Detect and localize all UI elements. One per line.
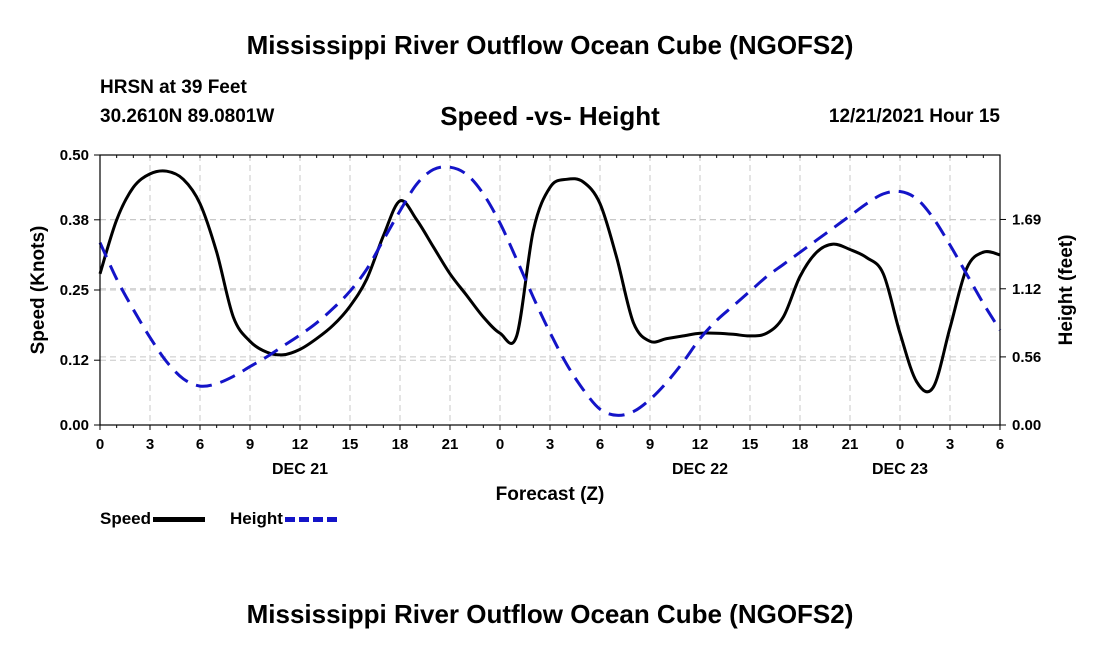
y-tick-label: 0.38 bbox=[60, 212, 89, 229]
y2-axis-title: Height (feet) bbox=[1056, 235, 1077, 346]
main-title: Mississippi River Outflow Ocean Cube (NG… bbox=[246, 30, 854, 60]
ticks: 0 3 6 9 12 15 18 21 0 3 6 9 12 15 18 21 0 3 6 DEC 21 DEC 22 D… bbox=[60, 147, 1041, 478]
chart-subtitle: Speed -vs- Height bbox=[440, 101, 660, 131]
x-tick-label: 6 bbox=[596, 436, 604, 453]
x-tick-label: 0 bbox=[496, 436, 504, 453]
y-axis-title: Speed (Knots) bbox=[28, 226, 49, 355]
x-date-label: DEC 22 bbox=[672, 461, 728, 478]
height-series-line bbox=[98, 165, 1002, 417]
y2-tick-label: 1.69 bbox=[1012, 211, 1041, 228]
x-tick-label: 15 bbox=[342, 436, 359, 453]
x-tick-label: 3 bbox=[546, 436, 554, 453]
x-tick-label: 12 bbox=[692, 436, 709, 453]
y-tick-label: 0.00 bbox=[60, 417, 89, 434]
x-tick-label: 6 bbox=[196, 436, 204, 453]
x-date-label: DEC 21 bbox=[272, 461, 328, 478]
x-axis-title: Forecast (Z) bbox=[496, 484, 605, 505]
station-coordinates: 30.2610N 89.0801W bbox=[100, 106, 275, 127]
x-tick-label: 18 bbox=[792, 436, 809, 453]
x-tick-label: 15 bbox=[742, 436, 759, 453]
x-tick-label: 0 bbox=[96, 436, 104, 453]
y2-tick-label: 0.00 bbox=[1012, 417, 1041, 434]
y-tick-label: 0.50 bbox=[60, 147, 89, 164]
speed-series-line bbox=[98, 169, 1001, 394]
forecast-datetime: 12/21/2021 Hour 15 bbox=[828, 106, 1000, 127]
x-tick-label: 9 bbox=[646, 436, 654, 453]
x-tick-label: 21 bbox=[442, 436, 459, 453]
legend-height-label: Height bbox=[230, 509, 283, 528]
x-date-label: DEC 23 bbox=[872, 461, 928, 478]
x-tick-label: 3 bbox=[146, 436, 154, 453]
y2-tick-label: 1.12 bbox=[1012, 281, 1041, 298]
x-tick-label: 18 bbox=[392, 436, 409, 453]
grid bbox=[100, 155, 1000, 425]
station-label: HRSN at 39 Feet bbox=[100, 77, 247, 98]
x-tick-label: 21 bbox=[842, 436, 859, 453]
legend-speed: Speed bbox=[100, 509, 206, 529]
x-tick-label: 3 bbox=[946, 436, 954, 453]
x-tick-label: 0 bbox=[896, 436, 904, 453]
y-tick-label: 0.25 bbox=[60, 282, 89, 299]
legend-height: Height bbox=[230, 509, 337, 529]
legend-height-swatch bbox=[284, 516, 337, 522]
legend-speed-swatch bbox=[153, 516, 206, 522]
repeat-title: Mississippi River Outflow Ocean Cube (NG… bbox=[246, 599, 854, 629]
series-layer bbox=[98, 165, 1002, 417]
x-tick-label: 12 bbox=[292, 436, 309, 453]
x-tick-label: 9 bbox=[246, 436, 254, 453]
x-tick-label: 6 bbox=[996, 436, 1004, 453]
y-tick-label: 0.12 bbox=[60, 352, 89, 369]
y2-tick-label: 0.56 bbox=[1012, 349, 1041, 366]
legend-speed-label: Speed bbox=[100, 509, 152, 528]
